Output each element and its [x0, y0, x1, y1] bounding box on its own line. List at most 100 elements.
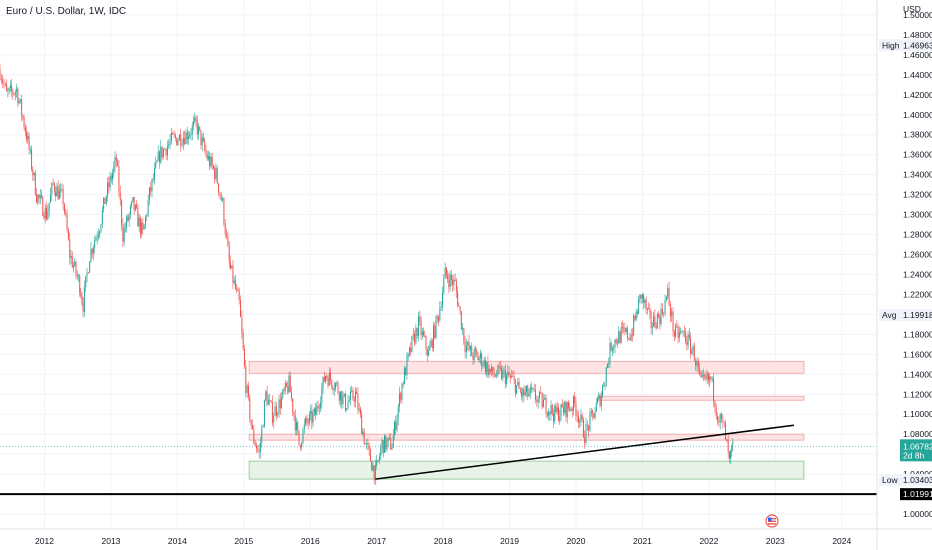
- candle-body: [487, 362, 489, 376]
- y-tick-label: 1.08000: [903, 429, 932, 439]
- candle-body: [251, 425, 253, 430]
- candle-body: [473, 349, 475, 360]
- candle-body: [438, 316, 439, 321]
- trend-line[interactable]: [375, 424, 795, 480]
- chart-title: Euro / U.S. Dollar, 1W, IDC: [6, 6, 126, 17]
- candle-body: [551, 405, 553, 414]
- candle-body: [362, 431, 364, 435]
- candle-body: [526, 385, 528, 392]
- candle-body: [352, 390, 354, 399]
- candle-body: [638, 298, 640, 314]
- high-tag-value-bg: [901, 39, 932, 52]
- candle-body: [648, 308, 650, 309]
- candle-body: [621, 327, 623, 328]
- candle-body: [173, 134, 175, 136]
- candle-body: [696, 360, 698, 366]
- drawn-lines[interactable]: [0, 424, 877, 496]
- candle-body: [588, 425, 590, 431]
- candle-body: [349, 391, 351, 401]
- candle-body: [514, 379, 516, 394]
- candle-body: [243, 349, 245, 366]
- candle-body: [572, 396, 574, 411]
- candle-body: [263, 400, 265, 427]
- candle-body: [220, 194, 222, 201]
- resistance-zone[interactable]: [597, 395, 805, 401]
- candle-body: [389, 437, 391, 439]
- candle-body: [700, 371, 702, 378]
- candle-body: [44, 207, 46, 219]
- candle-body: [542, 399, 544, 408]
- y-tick-label: 1.50000: [903, 10, 932, 20]
- candle-body: [202, 137, 204, 141]
- candle-body: [222, 198, 224, 201]
- y-tick-label: 1.32000: [903, 190, 932, 200]
- candle-body: [228, 245, 230, 263]
- candle-body: [343, 393, 345, 396]
- candle-body: [688, 334, 690, 339]
- candle-body: [188, 136, 190, 140]
- candle-body: [363, 431, 365, 445]
- candle-body: [177, 140, 179, 146]
- y-tick-label: 1.28000: [903, 230, 932, 240]
- candle-body: [484, 359, 486, 372]
- candle-body: [162, 149, 164, 158]
- y-tick-label: 1.10000: [903, 409, 932, 419]
- candle-body: [165, 149, 167, 156]
- candle-body: [212, 165, 214, 169]
- candle-body: [493, 374, 495, 376]
- y-tick-label: 1.38000: [903, 130, 932, 140]
- candle-body: [62, 189, 64, 205]
- candle-body: [79, 276, 81, 293]
- candle-body: [439, 308, 441, 321]
- candle-body: [240, 300, 242, 317]
- candle-body: [644, 300, 646, 303]
- candle-body: [528, 393, 530, 397]
- candle-body: [196, 120, 198, 135]
- candle-body: [444, 267, 446, 279]
- candle-body: [321, 388, 323, 404]
- candle-body: [348, 400, 350, 402]
- flag-icon[interactable]: [765, 514, 779, 528]
- resistance-zone[interactable]: [248, 360, 805, 374]
- candle-body: [104, 197, 106, 204]
- candle-body: [310, 410, 312, 415]
- candle-body: [43, 215, 45, 219]
- x-tick-label: 2012: [35, 536, 54, 546]
- candle-body: [12, 90, 14, 94]
- current-price-value: 1.06782: [903, 441, 932, 451]
- candle-body: [554, 405, 556, 422]
- support-zone[interactable]: [248, 460, 805, 480]
- candle-body: [373, 465, 375, 480]
- candle-body: [550, 405, 552, 415]
- candle-body: [118, 166, 120, 193]
- candle-body: [110, 176, 112, 180]
- candle-body: [705, 376, 707, 379]
- candle-body: [164, 149, 166, 150]
- candle-body: [671, 311, 673, 317]
- candle-body: [101, 209, 103, 225]
- grid: [0, 0, 877, 529]
- candle-body: [556, 407, 558, 413]
- time-axis[interactable]: 2012 2013 2014 2015 2016 2017 2018 2019 2020 2021…: [35, 536, 851, 546]
- candle-body: [488, 368, 490, 376]
- candle-body: [109, 176, 111, 188]
- candle-body: [595, 403, 597, 412]
- candle-body: [305, 417, 307, 425]
- resistance-zone[interactable]: [248, 433, 805, 441]
- candle-body: [507, 371, 509, 375]
- candle-body: [626, 328, 628, 339]
- candle-body: [281, 397, 283, 408]
- candle-body: [713, 378, 715, 401]
- candle-body: [441, 292, 443, 307]
- candle-body: [574, 396, 576, 404]
- candle-body: [331, 380, 333, 388]
- candle-body: [340, 391, 342, 401]
- candle-body: [499, 367, 501, 369]
- candle-body: [313, 408, 315, 413]
- candle-body: [492, 366, 494, 375]
- candle-body: [457, 291, 459, 306]
- candle-body: [67, 230, 69, 240]
- candle-body: [254, 441, 256, 446]
- candle-body: [406, 356, 408, 376]
